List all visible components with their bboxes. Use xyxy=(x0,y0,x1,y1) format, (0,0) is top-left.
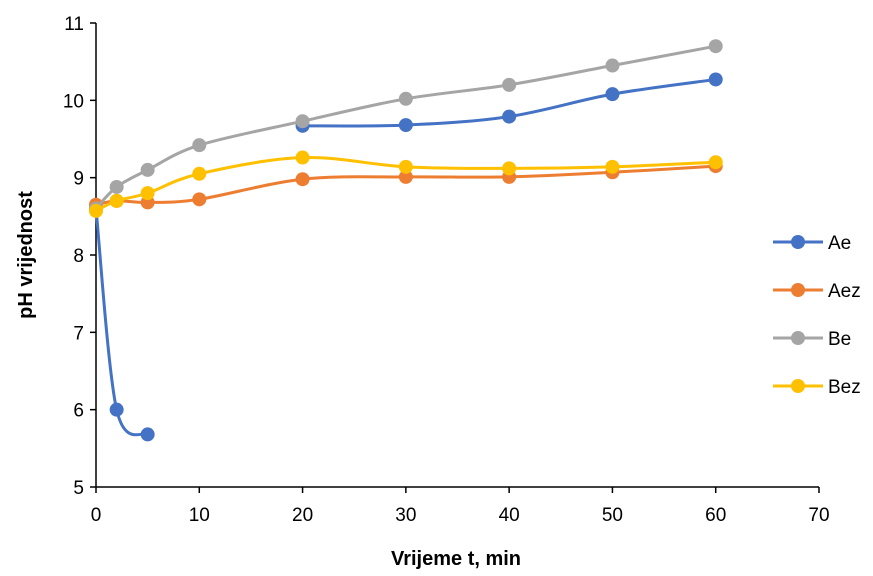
legend-item-be: Be xyxy=(773,329,851,350)
y-tick-label: 5 xyxy=(73,478,84,499)
data-point xyxy=(295,172,310,187)
x-tick-label: 10 xyxy=(189,505,210,526)
x-tick-label: 50 xyxy=(602,505,623,526)
series-bez xyxy=(89,150,723,218)
legend-label: Aez xyxy=(828,281,861,302)
x-axis-title: Vrijeme t, min xyxy=(391,548,521,570)
data-point xyxy=(295,114,310,129)
axes: 5 6 7 8 9 10 11 0 10 20 30 40 50 60 70 xyxy=(63,14,830,526)
data-point xyxy=(109,179,124,194)
data-point xyxy=(89,203,103,218)
series-ae xyxy=(89,72,723,442)
data-point xyxy=(708,155,723,170)
y-tick-label: 6 xyxy=(73,401,84,422)
data-point xyxy=(605,87,620,102)
data-point xyxy=(398,118,413,133)
x-tick-label: 0 xyxy=(91,505,102,526)
data-point xyxy=(708,72,723,87)
legend-label: Be xyxy=(828,329,851,350)
data-point xyxy=(140,162,155,177)
data-point xyxy=(502,77,517,92)
data-point xyxy=(140,186,155,201)
legend-item-ae: Ae xyxy=(773,233,851,254)
data-point xyxy=(109,402,124,417)
data-point xyxy=(708,39,723,54)
y-axis-title: pH vrijednost xyxy=(15,191,37,319)
series-line xyxy=(94,207,150,437)
series-line xyxy=(94,44,718,211)
data-point xyxy=(192,138,207,153)
data-point xyxy=(605,58,620,73)
data-point xyxy=(398,91,413,106)
data-point xyxy=(605,159,620,174)
x-tick-label: 70 xyxy=(808,505,829,526)
data-point xyxy=(398,159,413,174)
data-point xyxy=(109,193,124,208)
series-line xyxy=(94,164,718,207)
legend-item-aez: Aez xyxy=(773,281,861,302)
legend-item-bez: Bez xyxy=(773,377,861,398)
y-tick-label: 11 xyxy=(64,14,84,35)
x-tick-label: 40 xyxy=(499,505,520,526)
legend-label: Bez xyxy=(828,377,861,398)
x-tick-label: 30 xyxy=(395,505,416,526)
legend-marker xyxy=(791,283,805,297)
data-point xyxy=(192,192,207,207)
legend-marker xyxy=(791,331,805,345)
data-point xyxy=(295,150,310,165)
y-tick-label: 9 xyxy=(73,169,84,190)
data-point xyxy=(192,166,207,181)
y-tick-label: 10 xyxy=(63,91,84,112)
series-layer xyxy=(89,39,723,442)
data-point xyxy=(502,161,517,176)
legend-marker xyxy=(791,235,805,249)
y-tick-label: 8 xyxy=(73,246,84,267)
legend-label: Ae xyxy=(828,233,851,254)
x-tick-label: 60 xyxy=(705,505,726,526)
y-tick-label: 7 xyxy=(73,323,84,344)
data-point xyxy=(502,109,517,124)
data-point xyxy=(140,427,155,442)
series-line xyxy=(94,155,718,213)
data-point xyxy=(398,169,413,184)
legend-marker xyxy=(791,379,805,393)
legend: Ae Aez Be Bez xyxy=(773,233,861,398)
x-tick-label: 20 xyxy=(292,505,313,526)
